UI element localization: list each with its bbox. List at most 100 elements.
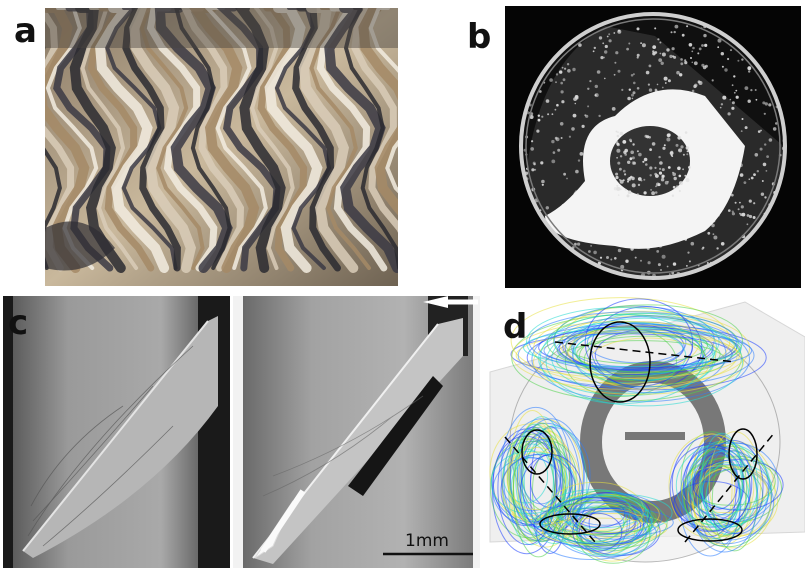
grain [631, 156, 635, 160]
grain [556, 103, 559, 107]
grain [564, 67, 567, 70]
grain [614, 257, 617, 260]
grain [661, 254, 666, 259]
scale-bar-label: 1mm [405, 531, 449, 551]
grain [651, 142, 656, 146]
grain [688, 166, 691, 169]
grain [750, 89, 753, 92]
grain [617, 131, 619, 134]
panel-label-b: b [467, 17, 492, 57]
grain [764, 196, 767, 199]
grain [666, 265, 669, 268]
grain [659, 167, 662, 170]
streamline [546, 481, 645, 540]
grain [747, 66, 752, 71]
grain [675, 143, 679, 147]
grain [735, 89, 738, 92]
grain [684, 174, 687, 177]
grain [658, 155, 661, 159]
scale-bar: 1mm [383, 531, 473, 556]
grain [637, 177, 642, 181]
grain [719, 106, 722, 109]
grain [667, 180, 669, 183]
grain [536, 129, 540, 133]
streamline [490, 450, 569, 515]
grain [643, 191, 647, 195]
rock-fold-band [181, 8, 245, 272]
grain [772, 127, 777, 131]
rock-fold-band [250, 8, 295, 270]
grain [743, 181, 747, 185]
grain [636, 87, 640, 90]
grain [661, 174, 665, 178]
grain [547, 113, 550, 116]
grain [608, 39, 612, 43]
grain [529, 115, 534, 119]
grain [649, 148, 652, 152]
grain [704, 43, 708, 48]
grain [690, 57, 692, 59]
grain [712, 233, 715, 236]
grain [680, 145, 684, 149]
grain [593, 46, 596, 50]
grain [731, 212, 735, 216]
grain [692, 46, 695, 50]
streamline [520, 439, 562, 505]
grain [759, 147, 763, 151]
grain [657, 38, 660, 41]
streamline [558, 325, 714, 371]
grain [594, 93, 599, 98]
streamline [572, 512, 623, 552]
rock-fold-band [189, 8, 260, 273]
rock-fold-band [45, 8, 90, 273]
grain [572, 67, 576, 72]
streamline [542, 517, 662, 546]
grain [617, 161, 621, 165]
grain [721, 65, 724, 68]
grain [631, 183, 636, 188]
grain [628, 42, 631, 45]
grain [538, 90, 542, 93]
grain [637, 183, 641, 187]
grain [662, 146, 666, 150]
grain [554, 108, 557, 111]
grain [748, 178, 751, 180]
grain [633, 81, 636, 85]
rock-fold-band [122, 8, 181, 272]
grain [632, 91, 636, 95]
streamline [531, 316, 750, 403]
grain [686, 265, 688, 267]
grain [764, 143, 767, 146]
grain [577, 159, 581, 162]
grain [684, 131, 688, 134]
grain [530, 147, 534, 151]
grain [694, 83, 698, 88]
grain [648, 88, 653, 92]
grain [571, 127, 575, 131]
grain [619, 167, 622, 171]
grain [740, 130, 743, 132]
grain [551, 159, 556, 164]
grain [614, 61, 617, 64]
grain [678, 174, 682, 178]
grain [551, 113, 554, 116]
panel-c-left-fracture [3, 296, 230, 568]
grain [592, 50, 595, 53]
grain [615, 175, 619, 180]
grain [678, 181, 683, 186]
grain [664, 82, 667, 84]
grain [534, 168, 537, 171]
grain [619, 155, 623, 158]
grain [643, 178, 646, 181]
grain [602, 42, 605, 45]
grain [615, 51, 619, 55]
grain [630, 175, 633, 179]
grain [627, 96, 631, 101]
grain [764, 102, 768, 106]
streamline [691, 466, 779, 537]
rock-fold-band [45, 8, 99, 270]
grain [739, 173, 744, 177]
grain [711, 223, 715, 228]
grain [598, 114, 601, 118]
rock-fold-band [174, 8, 232, 270]
